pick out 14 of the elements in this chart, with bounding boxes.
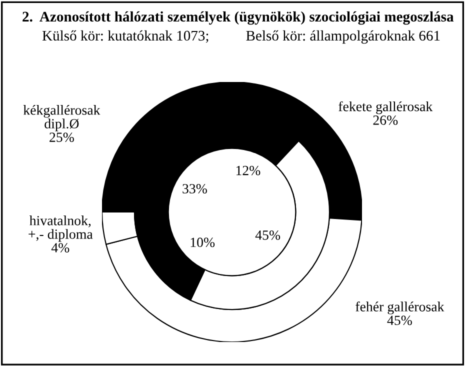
data-label: 26% xyxy=(373,115,398,125)
slice-label: fehér gallérosak xyxy=(356,302,444,314)
data-label: 12% xyxy=(236,166,260,176)
data-label: 10% xyxy=(190,238,215,248)
data-label: 45% xyxy=(387,316,412,326)
slice-label: fekete gallérosak xyxy=(338,101,433,114)
chart-subtitle: Külső kör: kutatóknak 1073; Belső kör: állampolgároknak 661 xyxy=(42,30,440,44)
data-label: 25% xyxy=(50,132,74,142)
data-label: 45% xyxy=(255,230,280,240)
chart-title: 2. Azonosított hálózati személyek (ügynökök) szociológiai megoszlása xyxy=(22,11,454,25)
data-label: 4% xyxy=(51,243,70,252)
slice-label: hivatalnok, +,- diploma xyxy=(28,216,93,242)
data-label: 33% xyxy=(182,184,207,194)
slice-label: kékgallérosak dipl.Ø xyxy=(23,105,100,132)
